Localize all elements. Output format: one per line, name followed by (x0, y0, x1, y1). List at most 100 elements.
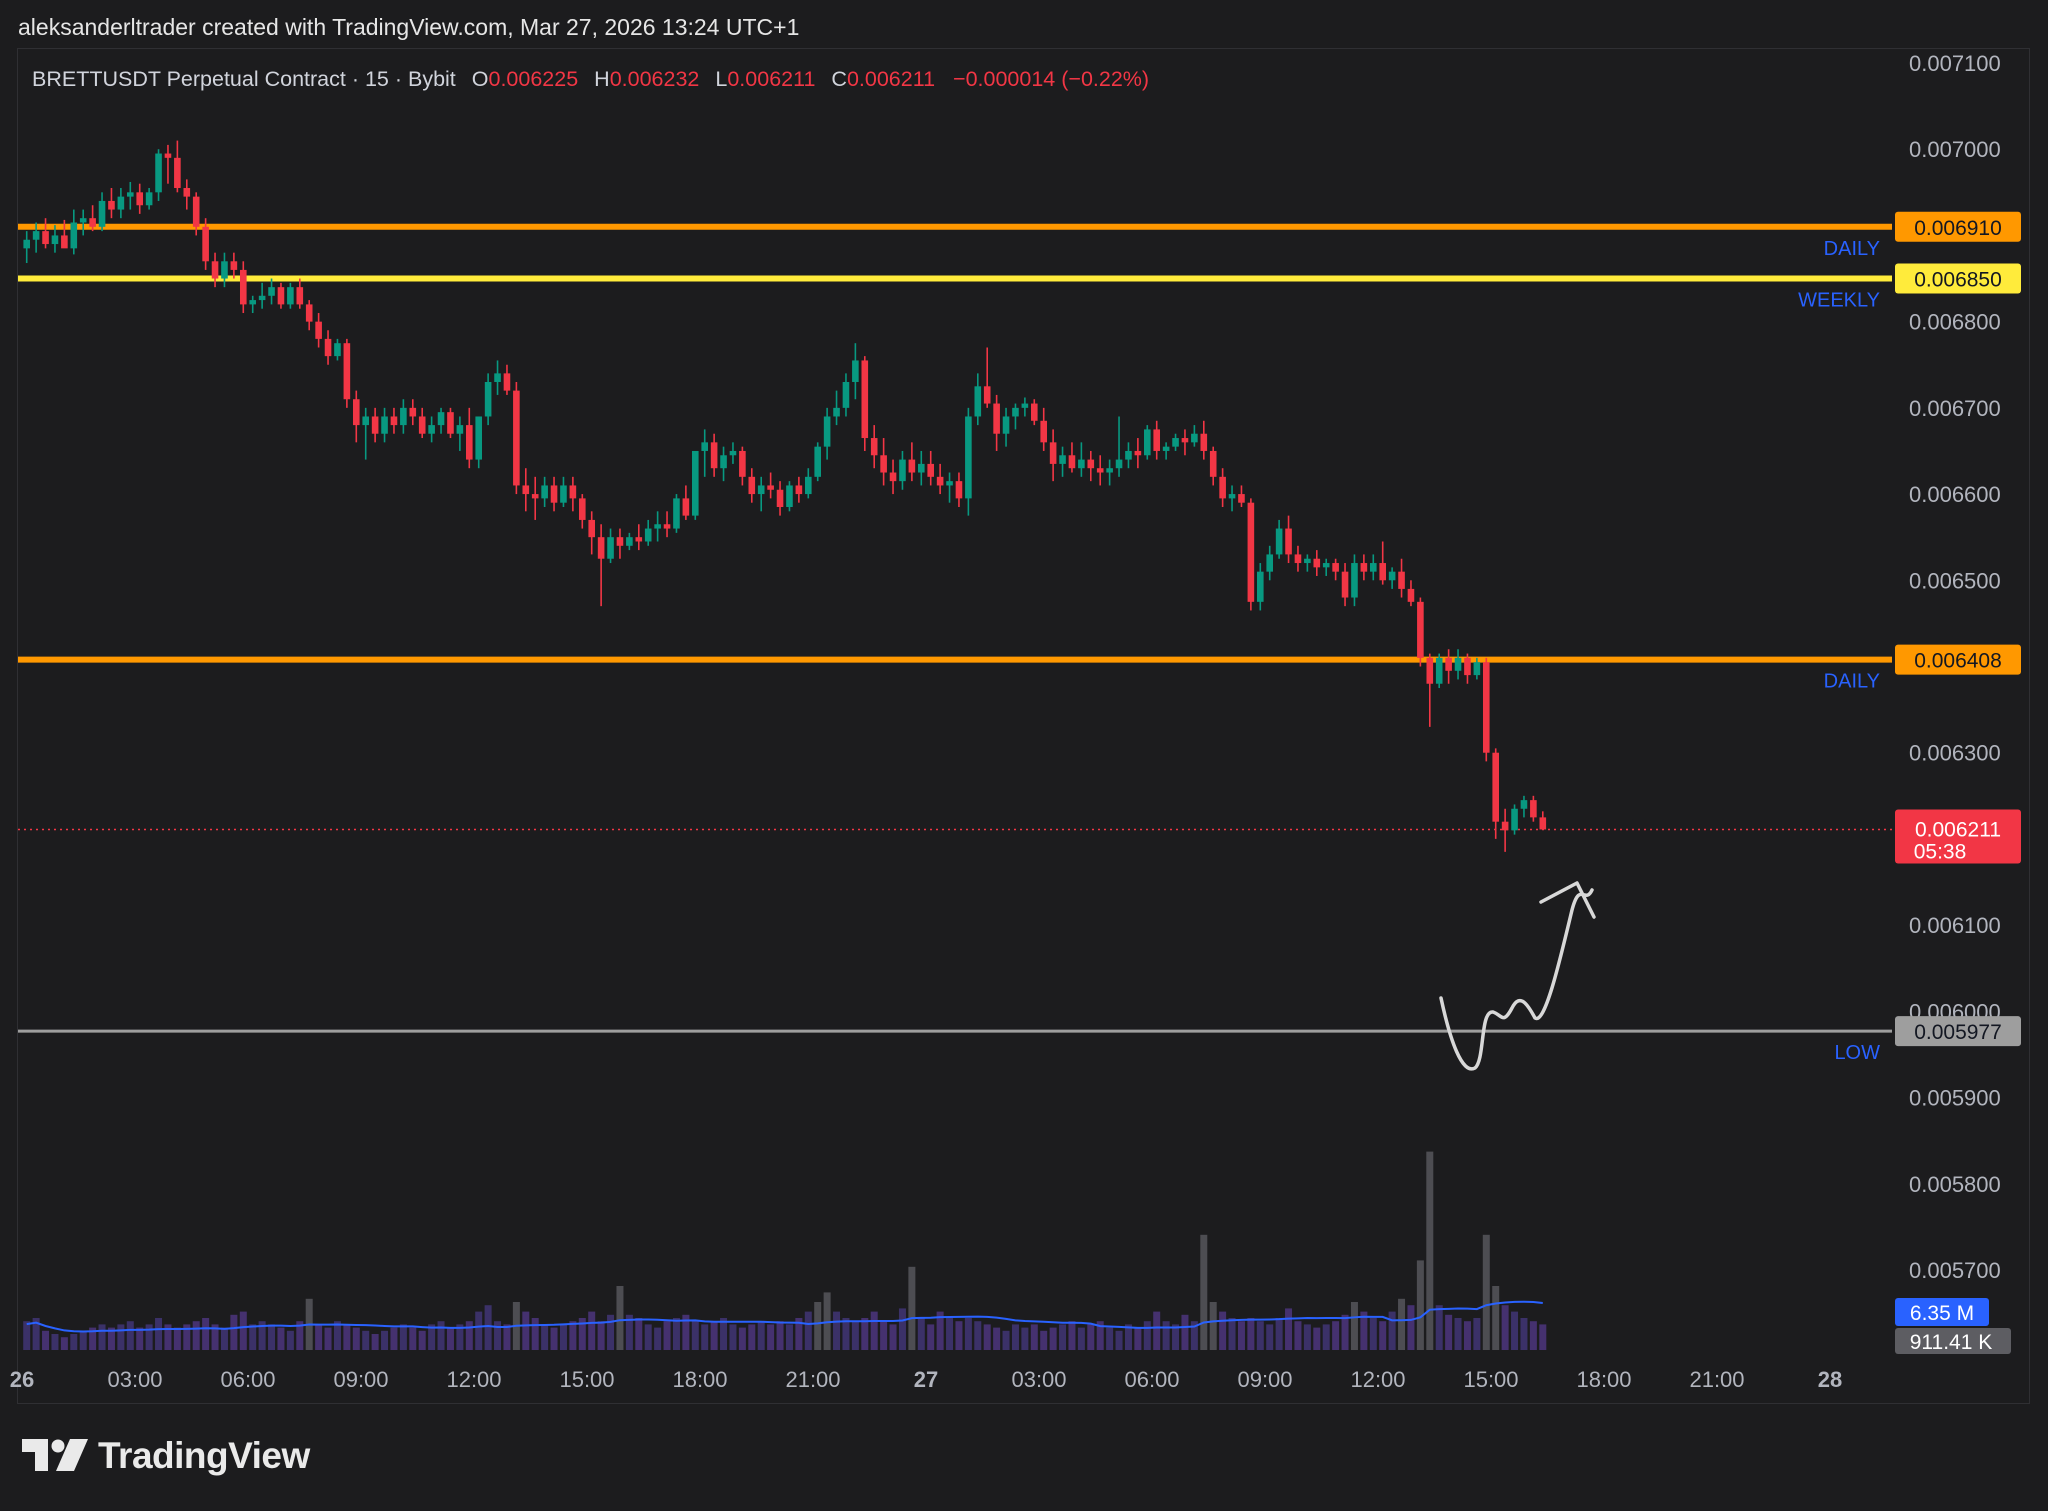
high-label: H (594, 67, 610, 91)
candle-body (1539, 817, 1547, 830)
last-price-tag (1895, 809, 2021, 864)
candle-body (654, 524, 661, 529)
candle-body (1360, 563, 1368, 572)
volume-bar (889, 1324, 897, 1350)
candle-body (1530, 800, 1537, 818)
symbol-name[interactable]: BRETTUSDT Perpetual Contract · 15 · Bybi… (32, 67, 456, 91)
volume-value: 911.41 K (1910, 1331, 1993, 1354)
candle-body (465, 425, 473, 460)
candle-body (475, 416, 483, 460)
candle-body (1407, 588, 1415, 602)
volume-bar (531, 1318, 539, 1350)
candle-body (192, 196, 200, 227)
candle-body (626, 537, 633, 546)
volume-bar (1228, 1318, 1236, 1350)
x-tick-label: 21:00 (1689, 1367, 1744, 1392)
level-price-tag (1895, 263, 2021, 294)
y-tick-label: 0.007100 (1909, 51, 2001, 76)
volume-ma-tag (1895, 1298, 1989, 1326)
candle-body (983, 386, 991, 404)
volume-bar (870, 1311, 878, 1350)
y-tick-label: 0.006300 (1909, 741, 2001, 766)
candle-body (861, 360, 869, 439)
candle-body (1482, 662, 1490, 753)
tradingview-logo-icon (22, 1439, 88, 1471)
volume-bar (682, 1314, 690, 1350)
candle-body (946, 481, 953, 486)
volume-bar (541, 1324, 549, 1350)
candle-body (1040, 420, 1048, 443)
candle-body (277, 287, 285, 305)
volume-bar (1219, 1311, 1227, 1350)
symbol-legend[interactable]: BRETTUSDT Perpetual Contract · 15 · Bybi… (32, 67, 1149, 92)
volume-bar (42, 1330, 50, 1350)
volume-bar (1124, 1324, 1132, 1350)
chart-frame[interactable] (17, 48, 2030, 1404)
candle-body (89, 218, 96, 227)
volume-bar (880, 1321, 888, 1350)
volume-bar (1087, 1324, 1095, 1350)
volume-bar (672, 1318, 680, 1350)
candle-body (1473, 662, 1481, 676)
volume-bar (446, 1327, 454, 1350)
volume-bar (1181, 1314, 1189, 1350)
candle-body (390, 416, 398, 426)
candle-body (513, 390, 520, 486)
candle-body (362, 416, 370, 426)
volume-bar (974, 1321, 982, 1350)
volume-bar (155, 1318, 163, 1350)
volume-bar (315, 1324, 323, 1350)
candle-body (644, 528, 652, 542)
candle-body (786, 485, 793, 508)
candle-body (1520, 800, 1528, 809)
volume-bar (484, 1305, 492, 1350)
level-price-label: 0.005977 (1914, 1021, 2002, 1044)
candle-body (795, 485, 803, 495)
volume-bar (1266, 1324, 1274, 1350)
y-tick-label: 0.006500 (1909, 568, 2001, 593)
candle-body (258, 295, 266, 301)
volume-bar (785, 1324, 793, 1350)
candle-body (1266, 554, 1274, 572)
candle-body (616, 537, 624, 546)
volume-bar (964, 1318, 972, 1350)
candle-body (889, 472, 897, 482)
candle-body (315, 321, 322, 339)
volume-bar (1520, 1318, 1528, 1350)
candle-body (823, 416, 831, 447)
candle-body (1191, 433, 1198, 443)
candle-body (569, 485, 577, 499)
volume-bar (729, 1324, 737, 1350)
high-value: 0.006232 (609, 67, 700, 91)
volume-bar (1398, 1298, 1406, 1350)
volume-bar (1115, 1330, 1123, 1350)
candle-body (447, 412, 454, 434)
volume-bar (1247, 1318, 1255, 1350)
volume-bar (211, 1324, 219, 1350)
tradingview-logo[interactable]: TradingView (22, 1432, 310, 1480)
volume-bar (1143, 1321, 1151, 1350)
volume-bar (475, 1311, 483, 1350)
volume-bar (1454, 1318, 1462, 1350)
x-tick-label: 26 (10, 1367, 34, 1392)
candle-body (1445, 657, 1452, 671)
candle-body (381, 416, 388, 434)
volume-bar (1379, 1321, 1387, 1350)
volume-bar (1237, 1321, 1245, 1350)
candle-body (597, 537, 605, 559)
y-tick-label: 0.005900 (1909, 1086, 2001, 1111)
volume-bar (126, 1321, 134, 1350)
volume-bar (399, 1324, 407, 1350)
x-tick-label: 21:00 (785, 1367, 840, 1392)
candle-body (1275, 528, 1283, 555)
candle-body (899, 459, 906, 482)
candle-body (1332, 563, 1339, 572)
candle-body (1030, 403, 1038, 421)
candle-body (1125, 450, 1132, 460)
projection-arrow (1439, 888, 1594, 1071)
close-label: C (831, 67, 847, 91)
candle-body (560, 485, 567, 503)
candle-body (776, 489, 784, 508)
candle-body (710, 442, 718, 469)
